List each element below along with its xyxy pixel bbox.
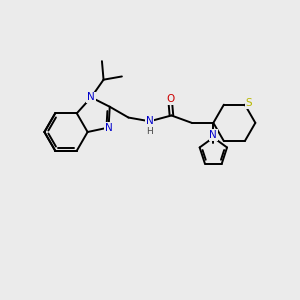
Text: N: N	[146, 116, 154, 126]
Text: S: S	[246, 98, 252, 108]
Text: H: H	[146, 127, 153, 136]
Text: N: N	[209, 130, 217, 140]
Text: N: N	[105, 122, 112, 133]
Text: N: N	[87, 92, 95, 102]
Text: O: O	[166, 94, 174, 104]
